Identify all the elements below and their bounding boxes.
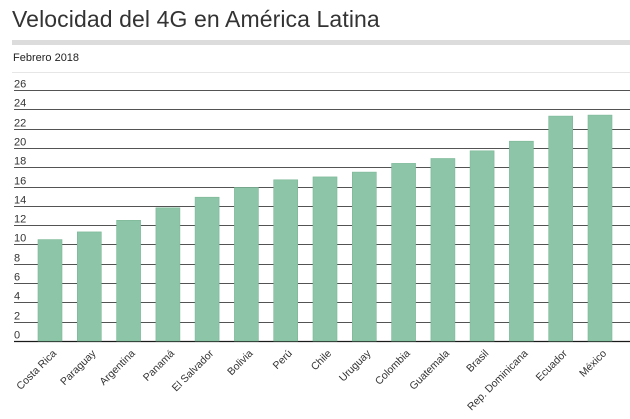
y-tick-label-6: 6 <box>14 272 20 284</box>
x-tick-label-9: Colombia <box>373 348 413 388</box>
y-tick-label-24: 24 <box>14 98 26 110</box>
y-tick-label-22: 22 <box>14 118 26 130</box>
bar-paraguay[interactable]: Paraguay: 11.3 <box>77 231 102 342</box>
bar-costa-rica[interactable]: Costa Rica: 10.5 <box>37 239 63 342</box>
y-tick-label-14: 14 <box>14 195 26 207</box>
y-tick-label-26: 26 <box>14 79 26 91</box>
y-tick-label-18: 18 <box>14 156 26 168</box>
x-tick-label-13: Ecuador <box>534 347 570 383</box>
y-tick-label-8: 8 <box>14 253 20 265</box>
y-tick-label-10: 10 <box>14 233 26 245</box>
x-tick-label-7: Chile <box>309 348 335 374</box>
x-tick-label-3: Panamá <box>141 348 177 384</box>
x-tick-label-1: Paraguay <box>58 347 99 388</box>
y-tick-label-0: 0 <box>14 330 20 342</box>
bar-colombia[interactable]: Colombia: 18.4 <box>391 163 416 342</box>
bar-guatemala[interactable]: Guatemala: 18.9 <box>430 158 456 342</box>
y-tick-label-20: 20 <box>14 137 26 149</box>
x-tick-label-2: Argentina <box>97 348 137 388</box>
bar-panamá[interactable]: Panamá: 13.8 <box>155 207 181 342</box>
x-tick-label-5: Bolivia <box>225 348 255 378</box>
y-tick-label-12: 12 <box>14 214 26 226</box>
bar-el-salvador[interactable]: El Salvador: 14.9 <box>194 196 220 342</box>
chart-title: Velocidad del 4G en América Latina <box>12 6 380 32</box>
title-divider <box>12 40 630 45</box>
bar-brasil[interactable]: Brasil: 19.7 <box>469 150 495 342</box>
x-tick-label-10: Guatemala <box>407 348 452 393</box>
bar-argentina[interactable]: Argentina: 12.5 <box>116 220 141 342</box>
y-tick-label-4: 4 <box>14 291 20 303</box>
x-tick-label-0: Costa Rica <box>14 348 59 393</box>
bar-chile[interactable]: Chile: 17 <box>312 176 338 342</box>
y-tick-label-2: 2 <box>14 311 20 323</box>
chart-subtitle: Febrero 2018 <box>13 52 80 64</box>
subtitle-divider <box>12 72 630 73</box>
bar-uruguay[interactable]: Uruguay: 17.5 <box>351 171 377 342</box>
bar-rep-dominicana[interactable]: Rep. Dominicana: 20.7 <box>509 140 534 342</box>
bar-méxico[interactable]: México: 23.4 <box>587 114 613 342</box>
x-tick-label-4: El Salvador <box>170 347 217 394</box>
bars: Costa Rica: 10.5 Paraguay: 11.3 Argentina:… <box>37 114 613 342</box>
x-tick-label-14: México <box>577 348 609 380</box>
y-tick-label-16: 16 <box>14 176 26 188</box>
x-tick-label-11: Brasil <box>464 348 491 375</box>
x-tick-label-6: Perú <box>271 348 295 372</box>
bar-bolivia[interactable]: Bolivia: 15.9 <box>234 187 259 342</box>
bar-ecuador[interactable]: Ecuador: 23.3 <box>548 115 574 342</box>
x-tick-label-8: Uruguay <box>337 347 374 384</box>
bar-perú[interactable]: Perú: 16.7 <box>273 179 299 342</box>
